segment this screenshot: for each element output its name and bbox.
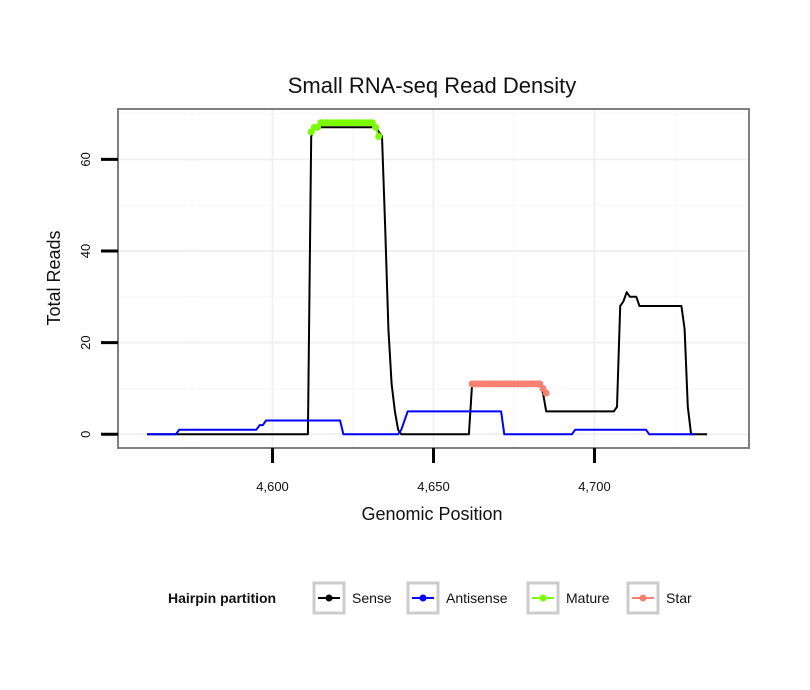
y-tick-label: 60 xyxy=(78,152,93,166)
y-axis-title: Total Reads xyxy=(44,230,64,325)
legend-label-star: Star xyxy=(666,590,692,606)
grid-lines xyxy=(119,110,748,447)
legend-label-sense: Sense xyxy=(352,590,392,606)
legend-label-antisense: Antisense xyxy=(446,590,508,606)
series-point-mature xyxy=(372,123,380,131)
axes: 4,600 4,650 4,700 0 20 40 60 xyxy=(78,152,611,494)
series-point-mature xyxy=(375,132,383,140)
legend-dot-mature xyxy=(539,594,547,602)
series-point-star xyxy=(542,389,550,397)
chart-title: Small RNA-seq Read Density xyxy=(288,73,577,98)
legend-title: Hairpin partition xyxy=(168,590,276,606)
series-line-antisense xyxy=(147,410,695,436)
x-tick-label: 4,650 xyxy=(417,479,450,494)
y-tick-label: 0 xyxy=(78,431,93,438)
legend-label-mature: Mature xyxy=(566,590,610,606)
series-layer xyxy=(147,119,708,436)
y-tick-label: 40 xyxy=(78,244,93,258)
x-tick-label: 4,700 xyxy=(578,479,611,494)
legend: Hairpin partition Sense Antisense Mature St… xyxy=(168,581,692,615)
x-tick-label: 4,600 xyxy=(256,479,289,494)
legend-dot-antisense xyxy=(419,594,427,602)
legend-dot-sense xyxy=(325,594,333,602)
x-axis-title: Genomic Position xyxy=(361,504,502,524)
legend-dot-star xyxy=(639,594,647,602)
y-tick-label: 20 xyxy=(78,335,93,349)
